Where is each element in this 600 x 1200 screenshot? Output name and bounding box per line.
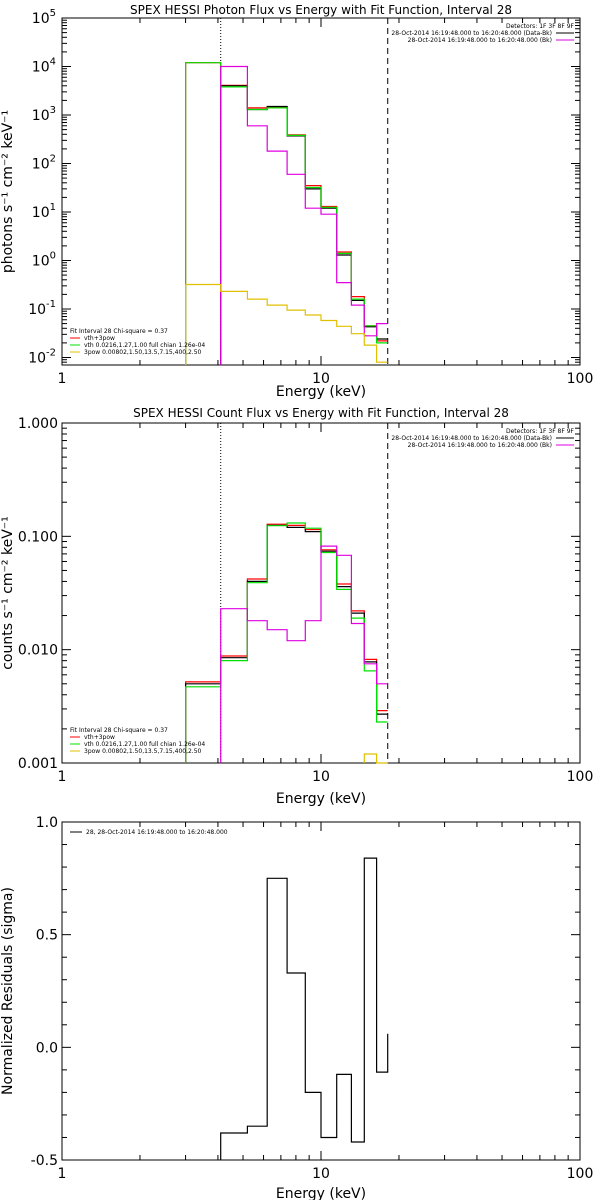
y-tick-label: 0.100 bbox=[18, 529, 58, 545]
x-axis-label: Energy (keV) bbox=[276, 384, 366, 400]
legend-entry: vth 0.0216,1.27,1.00 full chian 1.26e-04 bbox=[84, 741, 205, 748]
chart-title: SPEX HESSI Count Flux vs Energy with Fit… bbox=[133, 406, 509, 420]
legend-detectors: Detectors: 1F 3F 8F 9F bbox=[506, 428, 575, 435]
series-28-28-oct-2014-16-19-48-000-to-16-20-48-000 bbox=[220, 857, 389, 1160]
legend-entry-bk: 28-Oct-2014 16:19:48.000 to 16:20:48.000… bbox=[408, 37, 552, 44]
x-tick-label: 1 bbox=[58, 371, 67, 387]
series-vth bbox=[185, 62, 388, 365]
y-tick-label: 105 bbox=[32, 8, 56, 27]
panel-3: 1 10 100 Energy (keV) -0.5 0.0 0.5 1.0 Normalize… bbox=[0, 815, 593, 1200]
y-axis-label: Normalized Residuals (sigma) bbox=[0, 887, 16, 1095]
y-tick-label: 1.0 bbox=[36, 815, 58, 831]
legend-entry-data: 28-Oct-2014 16:19:48.000 to 16:20:48.000… bbox=[391, 30, 552, 37]
x-tick-label: 100 bbox=[567, 769, 594, 785]
x-tick-label: 10 bbox=[312, 769, 330, 785]
x-axis-label: Energy (keV) bbox=[276, 791, 366, 807]
x-tick-label: 10 bbox=[312, 371, 330, 387]
chart-title: SPEX HESSI Photon Flux vs Energy with Fi… bbox=[130, 3, 512, 17]
y-axis-label: counts s⁻¹ cm⁻² keV⁻¹ bbox=[0, 516, 16, 670]
panel-2: SPEX HESSI Count Flux vs Energy with Fit… bbox=[0, 406, 593, 807]
series-data bbox=[185, 524, 388, 763]
legend-entry-bk: 28-Oct-2014 16:19:48.000 to 16:20:48.000… bbox=[408, 442, 552, 449]
y-tick-label: 0.5 bbox=[36, 928, 58, 944]
series-3pow bbox=[363, 753, 388, 764]
series-vth-3pow bbox=[185, 523, 388, 763]
y-tick-label: 101 bbox=[32, 202, 56, 221]
x-tick-label: 1 bbox=[58, 769, 67, 785]
y-tick-label: 100 bbox=[32, 250, 56, 269]
y-tick-label: 0.001 bbox=[18, 756, 58, 772]
series-data bbox=[220, 85, 388, 365]
legend-fit-interval: Fit Interval 28 Chi-square = 0.37 bbox=[70, 328, 168, 335]
y-tick-label: -0.5 bbox=[31, 1153, 58, 1169]
series-background bbox=[220, 545, 388, 763]
y-tick-label: 103 bbox=[32, 105, 56, 124]
x-tick-label: 100 bbox=[567, 371, 594, 387]
y-tick-label: 104 bbox=[32, 56, 56, 75]
y-tick-label: 0.010 bbox=[18, 643, 58, 659]
legend-entry: vth 0.0216,1.27,1.00 full chian 1.26e-04 bbox=[84, 342, 205, 349]
legend-fit-interval: Fit Interval 28 Chi-square = 0.37 bbox=[70, 727, 168, 734]
x-tick-label: 100 bbox=[567, 1166, 594, 1182]
panel-1: SPEX HESSI Photon Flux vs Energy with Fi… bbox=[0, 3, 593, 400]
y-tick-label: 10-2 bbox=[28, 347, 56, 366]
legend-entry: vth+3pow bbox=[84, 734, 115, 741]
series-vth bbox=[185, 522, 388, 763]
series-background bbox=[220, 65, 388, 365]
x-axis-label: Energy (keV) bbox=[276, 1186, 366, 1200]
legend-detectors: Detectors: 1F 3F 8F 9F bbox=[506, 23, 575, 30]
legend-entry: 3pow 0.00802,1.50,13.5,7.15,400,2.50 bbox=[84, 349, 202, 356]
y-tick-label: 0.0 bbox=[36, 1040, 58, 1056]
y-axis-label: photons s⁻¹ cm⁻² keV⁻¹ bbox=[0, 110, 16, 273]
x-tick-label: 1 bbox=[58, 1166, 67, 1182]
legend-entry: vth+3pow bbox=[84, 335, 115, 342]
y-tick-label: 102 bbox=[32, 153, 56, 172]
legend-entry: 3pow 0.00802,1.50,13.5,7.15,400,2.50 bbox=[84, 748, 202, 755]
series-3pow bbox=[185, 283, 388, 365]
x-tick-label: 10 bbox=[312, 1166, 330, 1182]
legend-entry: 28, 28-Oct-2014 16:19:48.000 to 16:20:48… bbox=[86, 829, 228, 836]
y-tick-label: 1.000 bbox=[18, 416, 58, 432]
legend-entry-data: 28-Oct-2014 16:19:48.000 to 16:20:48.000… bbox=[391, 435, 552, 442]
y-tick-label: 10-1 bbox=[28, 299, 56, 318]
